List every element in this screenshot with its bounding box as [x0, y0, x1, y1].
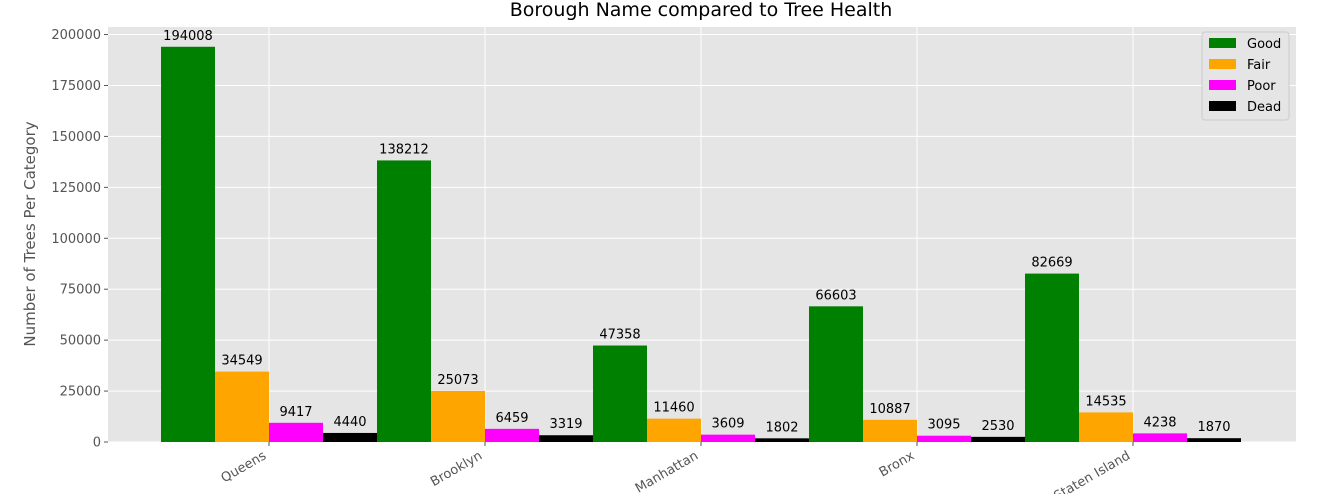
bar-dead	[755, 438, 809, 442]
legend-swatch-fair	[1209, 59, 1236, 69]
plot-background	[108, 27, 1296, 442]
bar-value-label: 34549	[221, 354, 262, 369]
x-axis-ticks: Queens Brooklyn Manhattan Bronx Staten Islan…	[219, 442, 1134, 494]
bar-value-label: 2530	[981, 419, 1014, 434]
y-tick-label: 25000	[60, 385, 101, 400]
bar-value-labels: 194008 34549 9417 4440 138212 25073 6459 3319 47…	[163, 29, 1230, 436]
bar-dead	[971, 436, 1025, 442]
x-tick-label: Brooklyn	[428, 448, 485, 489]
bar-fair	[215, 371, 269, 442]
bar-dead	[1187, 438, 1241, 442]
legend-label: Dead	[1247, 100, 1281, 115]
bar-fair	[863, 419, 917, 442]
x-tick-label: Queens	[219, 448, 270, 486]
legend-label: Good	[1247, 37, 1281, 52]
chart-title: Borough Name compared to Tree Health	[510, 0, 893, 21]
y-axis-label: Number of Trees Per Category	[21, 121, 39, 346]
bar-value-label: 138212	[379, 142, 429, 157]
bar-dead	[539, 435, 593, 442]
bars	[161, 46, 1241, 442]
bar-good	[377, 160, 431, 442]
y-tick-label: 125000	[51, 181, 101, 196]
bar-value-label: 9417	[279, 405, 312, 420]
bar-value-label: 6459	[495, 411, 528, 426]
y-axis-ticks: 0 25000 50000 75000 100000 125000 150000 175000…	[51, 28, 108, 451]
bar-good	[809, 306, 863, 442]
legend-label: Poor	[1247, 79, 1276, 94]
legend-swatch-poor	[1209, 80, 1236, 90]
bar-value-label: 4440	[333, 415, 366, 430]
bar-poor	[485, 428, 539, 442]
bar-value-label: 1870	[1197, 420, 1230, 435]
bar-value-label: 194008	[163, 29, 213, 44]
legend-swatch-good	[1209, 38, 1236, 48]
y-tick-label: 200000	[51, 28, 101, 43]
legend: Good Fair Poor Dead	[1201, 31, 1290, 121]
bar-value-label: 47358	[599, 328, 640, 343]
bar-poor	[701, 434, 755, 442]
y-tick-label: 0	[93, 436, 101, 451]
x-tick-label: Bronx	[877, 448, 918, 480]
y-tick-label: 75000	[60, 283, 101, 298]
bar-value-label: 14535	[1085, 394, 1126, 409]
bar-value-label: 82669	[1031, 256, 1072, 271]
bar-value-label: 3609	[711, 417, 744, 432]
x-tick-label: Manhattan	[633, 448, 701, 494]
x-tick-label: Staten Island	[1051, 448, 1133, 494]
bar-value-label: 11460	[653, 401, 694, 416]
bar-poor	[269, 422, 323, 442]
bar-fair	[647, 418, 701, 442]
bar-good	[161, 46, 215, 442]
bar-good	[593, 345, 647, 442]
bar-poor	[1133, 433, 1187, 442]
grid-lines	[108, 27, 1296, 443]
y-tick-label: 50000	[60, 334, 101, 349]
y-tick-label: 175000	[51, 79, 101, 94]
bar-value-label: 3319	[549, 417, 582, 432]
bar-dead	[323, 432, 377, 442]
bar-fair	[1079, 412, 1133, 442]
bar-value-label: 4238	[1143, 415, 1176, 430]
y-tick-label: 100000	[51, 232, 101, 247]
bar-value-label: 1802	[765, 420, 798, 435]
bar-fair	[431, 390, 485, 442]
legend-box	[1201, 31, 1290, 121]
bar-value-label: 25073	[437, 373, 478, 388]
bar-value-label: 3095	[927, 418, 960, 433]
bar-value-label: 10887	[869, 402, 910, 417]
bar-value-label: 66603	[815, 288, 856, 303]
legend-label: Fair	[1247, 58, 1271, 73]
bar-good	[1025, 273, 1079, 442]
bar-poor	[917, 435, 971, 442]
legend-swatch-dead	[1209, 101, 1236, 111]
y-tick-label: 150000	[51, 130, 101, 145]
